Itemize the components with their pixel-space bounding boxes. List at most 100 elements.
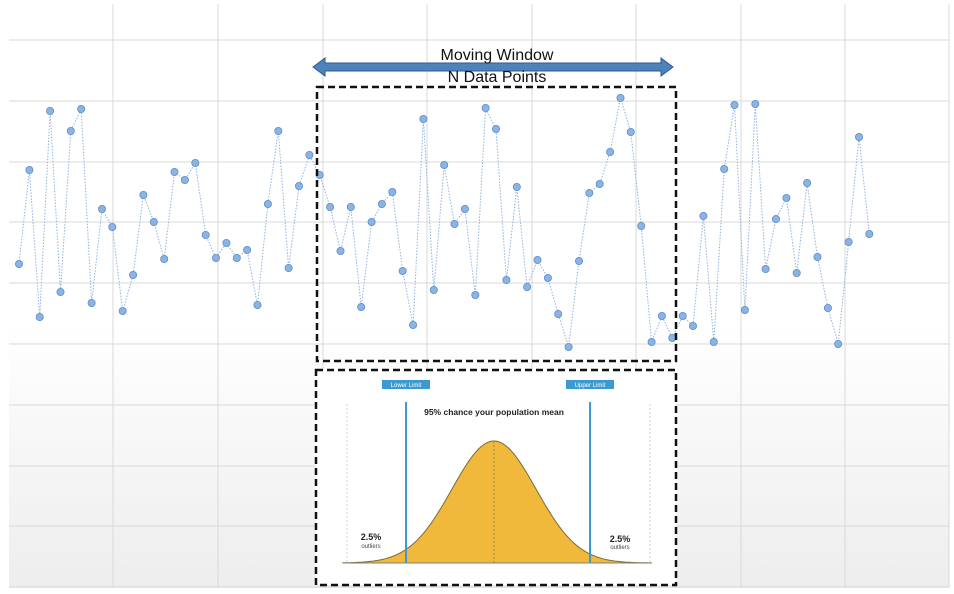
data-point-55 [585, 188, 594, 197]
data-point-0 [14, 259, 23, 268]
upper-limit-tag [566, 380, 614, 389]
data-point-10 [118, 306, 127, 315]
lower-limit-tag [382, 380, 430, 389]
data-point-20 [222, 238, 231, 247]
data-point-14 [160, 254, 169, 263]
data-point-44 [471, 290, 480, 299]
data-point-68 [720, 164, 729, 173]
data-point-6 [77, 105, 86, 114]
data-point-38 [409, 320, 418, 329]
data-points [14, 94, 874, 351]
data-point-74 [782, 193, 791, 202]
data-point-34 [367, 217, 376, 226]
data-point-65 [689, 321, 698, 330]
lower-limit-label: Lower Limit [391, 383, 422, 389]
data-point-37 [398, 266, 407, 275]
data-point-43 [460, 204, 469, 213]
data-point-48 [512, 182, 521, 191]
data-point-35 [377, 199, 386, 208]
data-point-70 [740, 305, 749, 314]
bell-curve [342, 440, 653, 564]
left-outlier-sub: outliers [361, 544, 380, 550]
data-point-33 [357, 302, 366, 311]
data-point-81 [855, 132, 864, 141]
data-point-60 [637, 221, 646, 230]
data-point-69 [730, 101, 739, 110]
data-point-76 [803, 178, 812, 187]
data-point-8 [98, 204, 107, 213]
data-point-56 [595, 179, 604, 188]
data-point-28 [305, 150, 314, 159]
data-point-77 [813, 252, 822, 261]
data-point-5 [66, 127, 75, 136]
data-point-30 [326, 202, 335, 211]
data-point-75 [792, 268, 801, 277]
data-point-21 [232, 253, 241, 262]
data-point-23 [253, 300, 262, 309]
data-point-3 [46, 107, 55, 116]
data-point-4 [56, 287, 65, 296]
data-point-12 [139, 190, 148, 199]
data-point-51 [543, 273, 552, 282]
data-point-53 [564, 342, 573, 351]
data-point-45 [481, 104, 490, 113]
data-point-31 [336, 246, 345, 255]
distribution-chart: Lower Limit Upper Limit 95% chance your … [342, 380, 653, 564]
data-point-58 [616, 94, 625, 103]
left-outlier-pct: 2.5% [361, 532, 382, 542]
data-point-24 [263, 199, 272, 208]
data-point-7 [87, 298, 96, 307]
data-point-61 [647, 337, 656, 346]
data-point-52 [554, 309, 563, 318]
data-point-64 [678, 311, 687, 320]
data-point-11 [129, 270, 138, 279]
data-point-2 [35, 312, 44, 321]
data-point-73 [772, 214, 781, 223]
right-outlier-sub: outliers [610, 545, 629, 551]
data-point-1 [25, 165, 34, 174]
grid-lines [9, 4, 950, 588]
data-point-41 [440, 160, 449, 169]
data-point-36 [388, 187, 397, 196]
data-point-32 [346, 202, 355, 211]
data-point-59 [626, 127, 635, 136]
data-point-19 [211, 253, 220, 262]
data-point-27 [294, 181, 303, 190]
data-point-46 [491, 125, 500, 134]
right-outlier-pct: 2.5% [610, 534, 631, 544]
data-point-18 [201, 230, 210, 239]
data-point-25 [274, 127, 283, 136]
data-point-72 [761, 264, 770, 273]
data-point-50 [533, 255, 542, 264]
data-point-82 [865, 229, 874, 238]
data-point-26 [284, 263, 293, 272]
data-point-13 [149, 217, 158, 226]
moving-window-box [315, 85, 678, 363]
data-point-54 [575, 256, 584, 265]
data-point-40 [429, 285, 438, 294]
data-point-16 [180, 175, 189, 184]
data-point-62 [657, 311, 666, 320]
double-arrow-icon [312, 57, 674, 77]
data-point-39 [419, 115, 428, 124]
data-point-80 [844, 237, 853, 246]
window-label-n-points: N Data Points [448, 69, 547, 86]
window-arrow [312, 57, 674, 77]
data-point-47 [502, 275, 511, 284]
data-point-66 [699, 211, 708, 220]
data-point-42 [450, 219, 459, 228]
data-point-17 [191, 158, 200, 167]
window-label-moving: Moving Window [441, 47, 554, 64]
data-point-79 [834, 339, 843, 348]
data-series [14, 94, 874, 351]
upper-limit-label: Upper Limit [575, 383, 606, 389]
distribution-title: 95% chance your population mean [424, 407, 564, 417]
data-point-49 [523, 282, 532, 291]
data-point-15 [170, 167, 179, 176]
data-point-22 [243, 245, 252, 254]
data-point-57 [606, 147, 615, 156]
data-point-67 [709, 337, 718, 346]
data-point-78 [823, 303, 832, 312]
data-point-71 [751, 100, 760, 109]
